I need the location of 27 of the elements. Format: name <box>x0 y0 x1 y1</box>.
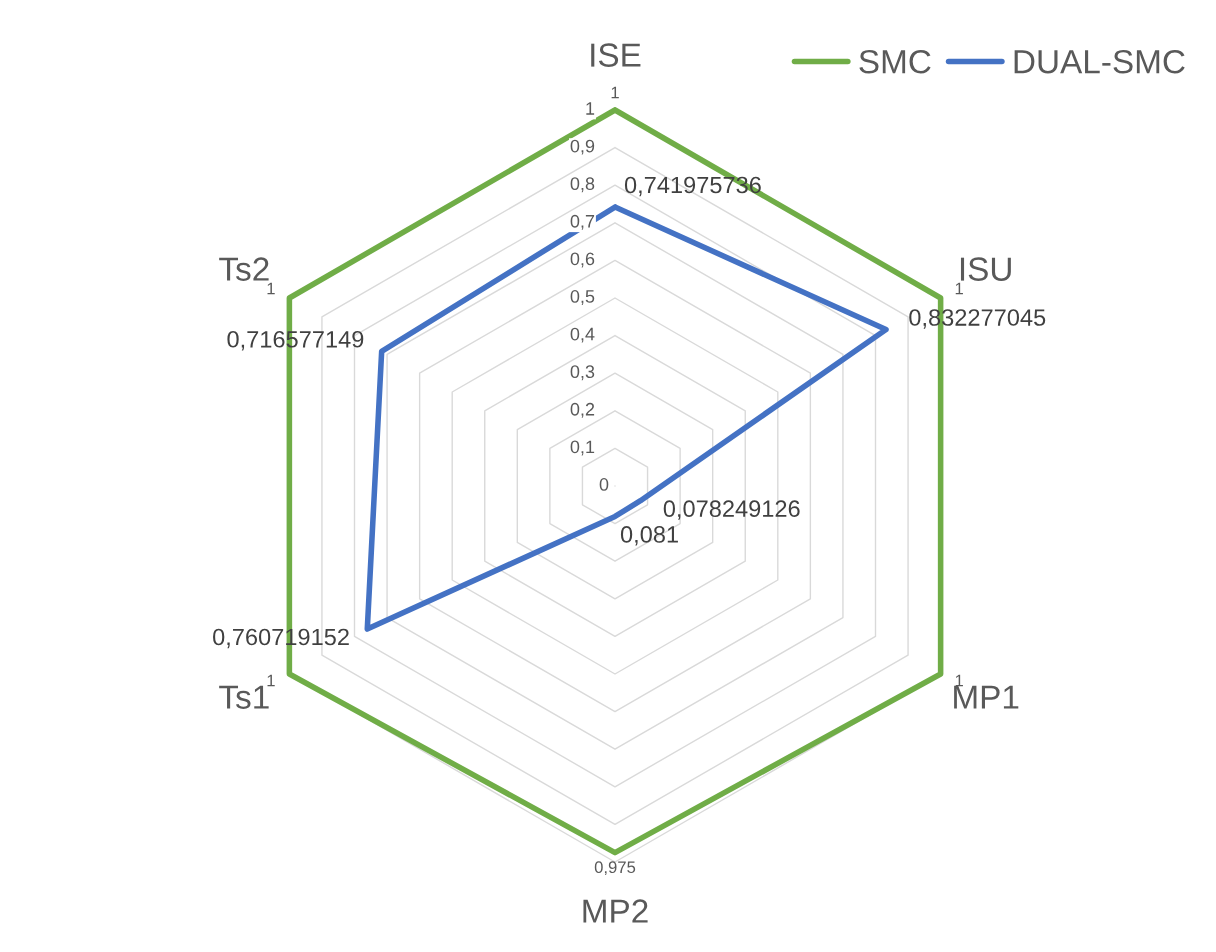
spoke-label: ISU <box>960 257 1011 281</box>
y-tick-label: 0,7 <box>570 214 595 230</box>
data-label: 0,975 <box>594 861 636 876</box>
data-label: 1 <box>611 86 619 99</box>
spoke-label: Ts2 <box>219 257 269 281</box>
y-tick-label: 0,4 <box>570 327 595 343</box>
spoke-label: Ts1 <box>219 685 269 709</box>
data-label: 1 <box>267 282 275 295</box>
y-tick-label: 1 <box>586 102 595 115</box>
data-label: 1 <box>955 282 963 295</box>
spoke-label: ISE <box>591 43 641 67</box>
data-label: 0,078249126 <box>663 500 800 520</box>
y-tick-label: 0 <box>599 478 609 491</box>
y-tick-label: 0,3 <box>570 365 595 381</box>
data-label: 1 <box>267 674 275 687</box>
data-label: 1 <box>955 674 963 687</box>
y-tick-label: 0,2 <box>570 402 595 418</box>
legend-label: SMC <box>859 49 931 74</box>
y-tick-label: 0,9 <box>570 139 595 155</box>
legend-label: DUAL-SMC <box>1014 49 1185 74</box>
y-tick-label: 0,5 <box>570 290 595 305</box>
y-tick-label: 0,1 <box>570 440 595 456</box>
data-label: 0,081 <box>620 526 678 546</box>
y-tick-label: 0,6 <box>570 252 595 268</box>
spoke-label: MP1 <box>954 685 1019 709</box>
y-tick-label: 0,8 <box>570 177 595 193</box>
spoke-label: MP2 <box>583 899 648 923</box>
